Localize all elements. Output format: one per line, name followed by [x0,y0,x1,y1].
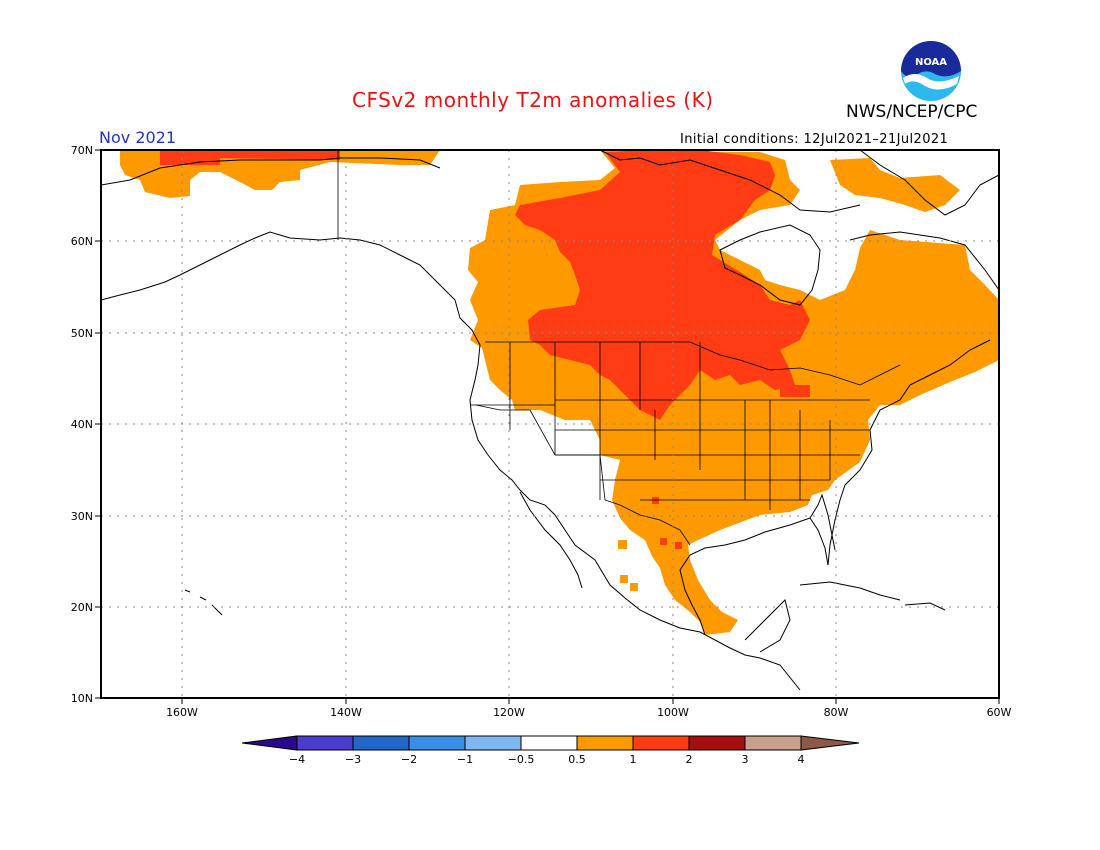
greenland [859,150,999,216]
hudson-bay [719,224,821,306]
colorbar-tick-label: 1 [630,753,637,766]
noaa-logo: NOAA [895,40,967,106]
us-mexico-border [475,404,691,546]
colorbar-box [688,735,746,751]
orange-arctic-east [830,158,960,212]
chart-title: CFSv2 monthly T2m anomalies (K) [352,88,714,112]
alaska-coast [101,231,461,319]
orange-spot-1 [618,540,627,549]
lat-label: 50N [71,327,93,340]
gulf-coast [679,339,991,636]
colorbar-box [576,735,634,751]
lon-labels: 160W 140W 120W 100W 80W 60W [166,706,1011,719]
lon-label: 120W [493,706,525,719]
alaska-north-coast [101,157,441,186]
colorbar-tick-label: −0.5 [508,753,535,766]
colorbar-tick-label: −3 [345,753,361,766]
arctic-islands [599,150,861,213]
initial-conditions: Initial conditions: 12Jul2021–21Jul2021 [680,132,949,147]
colorbar-tick-label: −4 [289,753,305,766]
lat-label: 20N [71,601,93,614]
axis-ticks [95,149,1000,704]
red-spot-texas-1 [652,497,659,504]
red-spot-texas-2 [675,542,682,549]
lon-label: 140W [330,706,362,719]
colorbar-tick-label: 0.5 [568,753,586,766]
lat-label: 60N [71,235,93,248]
lon-label: 80W [824,706,849,719]
hispaniola [904,602,946,611]
state-grid-2 [470,399,870,501]
baja [519,491,583,589]
colorbar-box [464,735,522,751]
anomaly-shading [120,150,999,635]
florida [809,493,836,551]
lat-label: 70N [71,144,93,157]
lat-label: 30N [71,510,93,523]
red-spot-great-lakes [780,385,810,397]
colorbar-box [296,735,354,751]
orange-spot-2 [620,575,628,583]
colorbar-tick-label: 2 [686,753,693,766]
colorbar-tick-label: 3 [742,753,749,766]
colorbar-tick-label: −2 [401,753,417,766]
red-central-canada [515,150,810,420]
colorbar: −4 −3 −2 −1 −0.5 0.5 1 2 3 4 [241,735,860,766]
agency-label: NWS/NCEP/CPC [846,102,978,122]
colorbar-box [632,735,690,751]
yucatan [744,599,791,653]
red-spot-texas-3 [660,538,667,545]
colorbar-box [744,735,802,751]
hawaii [184,589,223,616]
lon-label: 160W [166,706,198,719]
colorbar-arrow-right [800,735,860,751]
colorbar-arrow-left [241,735,298,751]
lon-label: 100W [657,706,689,719]
lat-label: 40N [71,418,93,431]
noaa-logo-text: NOAA [915,57,947,68]
colorbar-tick-label: −1 [457,753,473,766]
west-coast [459,317,801,691]
coastlines [101,150,999,691]
labrador [849,231,999,291]
colorbar-box [408,735,466,751]
lon-label: 60W [987,706,1012,719]
lat-labels: 70N 60N 50N 40N 30N 20N 10N [71,144,93,705]
orange-spot-3 [630,583,638,591]
forecast-month: Nov 2021 [99,128,177,147]
lat-lon-grid [101,150,999,698]
cuba [799,581,901,601]
lat-label: 10N [71,692,93,705]
colorbar-box [520,735,578,751]
colorbar-box [352,735,410,751]
colorbar-tick-label: 4 [798,753,805,766]
